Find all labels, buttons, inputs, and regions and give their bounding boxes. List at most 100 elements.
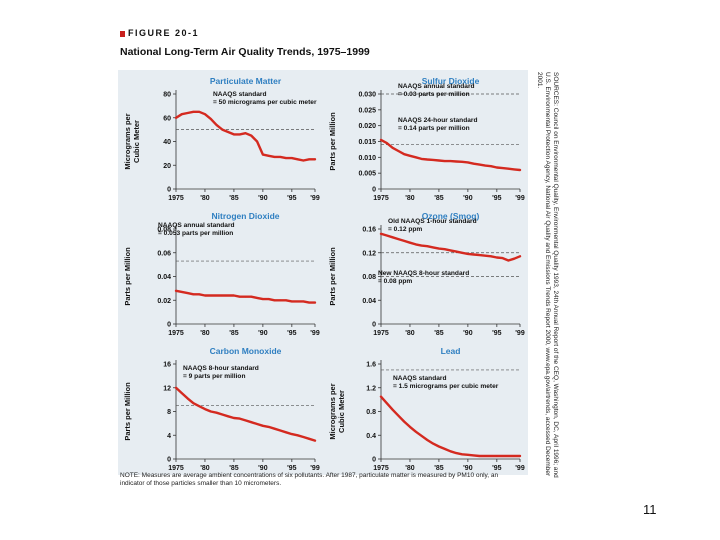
data-point bbox=[302, 436, 305, 438]
data-point bbox=[380, 232, 382, 235]
data-point bbox=[484, 164, 487, 167]
data-point bbox=[467, 253, 469, 255]
data-point bbox=[285, 431, 287, 434]
data-point bbox=[438, 159, 440, 162]
data-point bbox=[461, 160, 463, 163]
data-point bbox=[198, 293, 201, 296]
chart-title: Nitrogen Dioxide bbox=[211, 211, 279, 221]
data-point bbox=[495, 166, 498, 169]
data-point bbox=[238, 417, 241, 420]
data-point bbox=[302, 300, 305, 303]
y-axis-label: Cubic Meter bbox=[132, 120, 141, 163]
standard-annotation-line: = 0.053 parts per million bbox=[158, 230, 233, 237]
y-tick-label: 0.02 bbox=[157, 298, 171, 305]
x-tick-label: '80 bbox=[200, 195, 210, 202]
data-point bbox=[262, 153, 264, 156]
y-tick-label: 0.4 bbox=[366, 433, 376, 440]
figure: FIGURE 20-1 National Long-Term Air Quali… bbox=[118, 22, 528, 490]
data-point bbox=[267, 154, 270, 157]
x-tick-label: '99 bbox=[515, 465, 525, 472]
data-point bbox=[308, 437, 311, 440]
data-point bbox=[244, 295, 247, 298]
figure-label-text: FIGURE 20-1 bbox=[128, 28, 200, 38]
x-tick-label: '85 bbox=[434, 465, 444, 472]
chart-ozone: Ozone (Smog) Parts per Million 0 0.04 0.08 0.… bbox=[328, 211, 525, 337]
standard-annotation: Old NAAQS 1-hour standard = 0.12 ppm bbox=[388, 218, 477, 233]
data-point bbox=[513, 455, 516, 457]
data-point bbox=[215, 411, 218, 414]
data-point bbox=[198, 110, 201, 113]
data-point bbox=[455, 160, 458, 163]
data-point bbox=[443, 448, 446, 450]
chart-carbon-monoxide: Carbon Monoxide Parts per Million 0 4 8 12 16 1… bbox=[123, 346, 320, 472]
data-point bbox=[513, 168, 516, 171]
data-point bbox=[380, 139, 382, 141]
data-point bbox=[233, 417, 235, 419]
data-point bbox=[507, 455, 510, 457]
data-point bbox=[308, 301, 311, 304]
data-point bbox=[391, 408, 394, 411]
y-axis-label: Micrograms per bbox=[328, 383, 337, 439]
x-tick-label: '95 bbox=[287, 465, 297, 472]
figure-label-marker bbox=[120, 30, 125, 37]
data-point bbox=[273, 156, 276, 158]
y-tick-label: 80 bbox=[163, 92, 171, 99]
data-point bbox=[285, 157, 287, 159]
x-tick-label: '80 bbox=[200, 330, 210, 337]
standard-annotation: NAAQS annual standard = 0.03 parts per mi… bbox=[398, 83, 475, 98]
standard-annotation-line: = 9 parts per million bbox=[183, 373, 245, 380]
data-point bbox=[432, 159, 434, 161]
x-tick-label: '80 bbox=[405, 330, 415, 337]
standard-annotation-line: NAAQS annual standard bbox=[158, 222, 235, 229]
data-point bbox=[279, 429, 282, 432]
standard-annotation-line: NAAQS 8-hour standard bbox=[183, 365, 259, 372]
standard-annotation: NAAQS 8-hour standard = 9 parts per milli… bbox=[183, 365, 259, 380]
y-axis-label: Cubic Meter bbox=[337, 390, 346, 433]
standard-annotation-line: = 0.03 parts per million bbox=[398, 91, 470, 98]
data-point bbox=[204, 113, 206, 116]
data-point bbox=[192, 293, 195, 296]
standard-annotation: NAAQS 24-hour standard = 0.14 parts per m… bbox=[398, 117, 478, 132]
figure-sources: SOURCES: Council on Environmental Qualit… bbox=[536, 72, 559, 478]
y-tick-label: 0.010 bbox=[358, 155, 376, 162]
data-point bbox=[472, 454, 475, 457]
trend-line bbox=[379, 232, 522, 262]
data-point bbox=[507, 259, 510, 262]
data-point bbox=[279, 156, 282, 158]
data-point bbox=[495, 455, 498, 457]
data-point bbox=[467, 453, 469, 456]
y-tick-label: 0.04 bbox=[157, 274, 171, 281]
data-point bbox=[233, 294, 235, 297]
y-tick-label: 16 bbox=[163, 362, 171, 369]
data-point bbox=[192, 402, 195, 405]
data-point bbox=[501, 167, 504, 169]
standard-annotation-line: Old NAAQS 1-hour standard bbox=[388, 218, 477, 225]
data-point bbox=[285, 299, 287, 302]
chart-title: Carbon Monoxide bbox=[210, 346, 282, 356]
data-point bbox=[250, 295, 253, 298]
y-axis-label: Parts per Million bbox=[123, 382, 132, 441]
x-tick-label: 1975 bbox=[373, 330, 389, 337]
data-point bbox=[204, 294, 206, 297]
data-point bbox=[267, 298, 270, 300]
data-point bbox=[495, 256, 498, 259]
y-tick-label: 0.015 bbox=[358, 139, 376, 146]
x-tick-label: '80 bbox=[405, 195, 415, 202]
data-point bbox=[175, 289, 177, 292]
data-point bbox=[198, 405, 201, 408]
standard-annotation: NAAQS standard = 1.5 micrograms per cubic… bbox=[393, 375, 499, 390]
standard-annotation-line: New NAAQS 8-hour standard bbox=[378, 270, 469, 277]
x-tick-label: '99 bbox=[515, 330, 525, 337]
trend-line bbox=[174, 386, 317, 442]
data-point bbox=[501, 455, 504, 457]
x-tick-label: '95 bbox=[287, 195, 297, 202]
y-tick-label: 0 bbox=[372, 457, 376, 464]
y-tick-label: 60 bbox=[163, 115, 171, 122]
data-point bbox=[290, 157, 293, 159]
data-point bbox=[403, 420, 406, 423]
standard-annotation-line: = 0.14 parts per million bbox=[398, 125, 470, 132]
data-point bbox=[380, 395, 382, 398]
data-point bbox=[432, 246, 434, 249]
data-point bbox=[426, 158, 429, 161]
chart-lead: Lead Micrograms per Cubic Meter 0 0.4 0.8 1.2 1… bbox=[328, 346, 525, 472]
